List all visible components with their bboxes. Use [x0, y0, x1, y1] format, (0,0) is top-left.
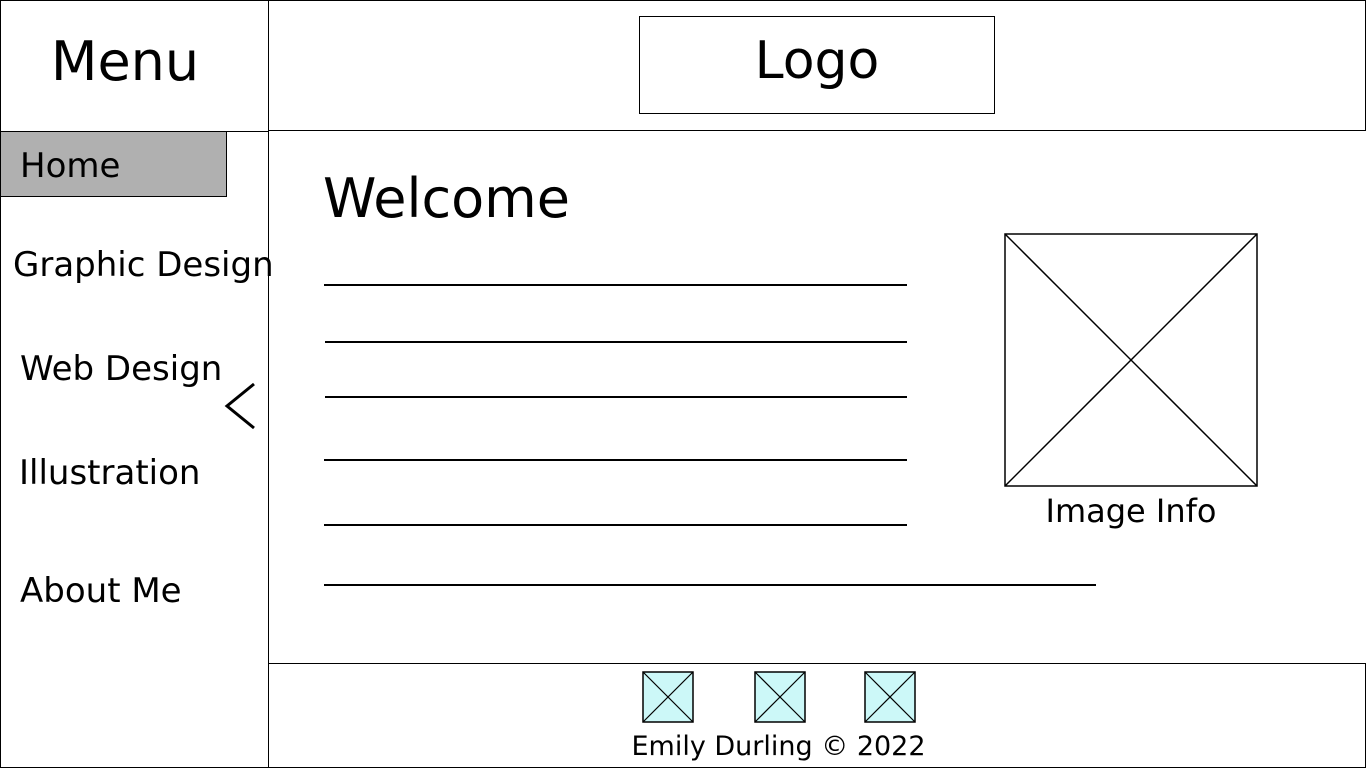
image-placeholder-icon — [1004, 233, 1258, 487]
sidebar-item-web-design[interactable]: Web Design — [20, 349, 223, 389]
text-placeholder-line — [324, 459, 907, 461]
logo[interactable]: Logo — [639, 16, 995, 114]
text-placeholder-line — [325, 341, 907, 343]
sidebar-item-illustration[interactable]: Illustration — [19, 453, 201, 493]
social-icon-1[interactable] — [642, 671, 694, 723]
page-title: Welcome — [323, 167, 571, 230]
sidebar-item-home[interactable]: Home — [0, 131, 227, 197]
sidebar-item-about-me[interactable]: About Me — [20, 571, 182, 611]
text-placeholder-line — [324, 524, 907, 526]
text-placeholder-line — [324, 284, 907, 286]
chevron-left-icon[interactable] — [222, 380, 258, 432]
text-placeholder-line — [325, 396, 907, 398]
image-caption: Image Info — [1045, 492, 1217, 530]
social-icon-2[interactable] — [754, 671, 806, 723]
copyright-text: Emily Durling © 2022 — [631, 731, 926, 762]
menu-title: Menu — [50, 30, 200, 93]
social-icon-3[interactable] — [864, 671, 916, 723]
sidebar-item-graphic-design[interactable]: Graphic Design — [13, 245, 274, 285]
text-placeholder-line — [324, 584, 1096, 586]
